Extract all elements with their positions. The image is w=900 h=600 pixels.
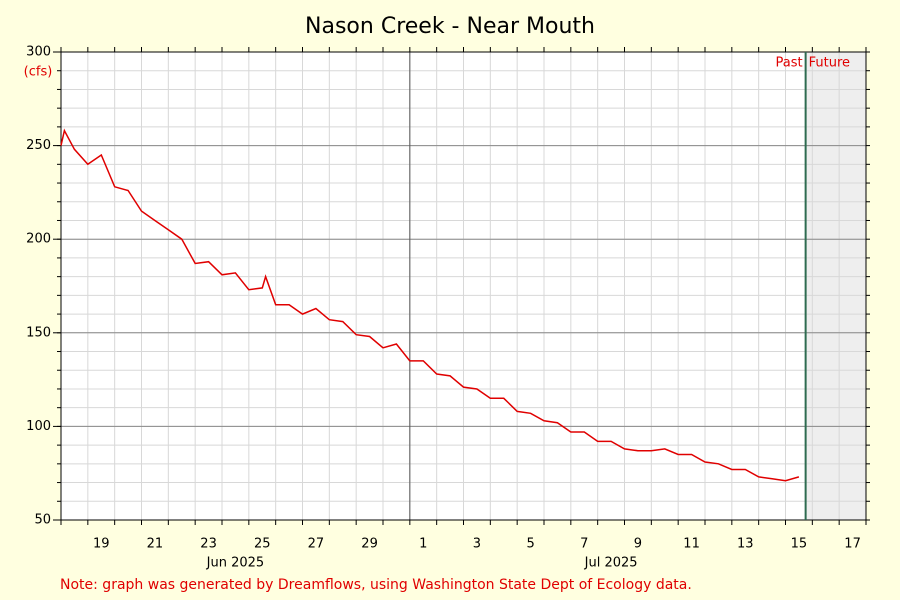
x-tick-label: 11 (683, 537, 700, 552)
x-tick-label: 7 (580, 537, 588, 552)
x-tick-label: 3 (473, 537, 481, 552)
future-label: Future (809, 56, 850, 71)
y-axis-label: (cfs) (24, 65, 53, 80)
flow-line (60, 128, 800, 482)
y-tick-label: 300 (26, 45, 51, 60)
x-tick-label: 9 (634, 537, 642, 552)
month-label: Jul 2025 (584, 556, 638, 571)
future-region (805, 52, 866, 520)
x-tick-label: 15 (791, 537, 808, 552)
chart-title: Nason Creek - Near Mouth (305, 14, 595, 39)
note: Note: graph was generated by Dreamflows,… (60, 577, 692, 593)
x-tick-label: 19 (93, 537, 110, 552)
x-tick-label: 13 (737, 537, 754, 552)
x-tick-label: 29 (361, 537, 378, 552)
y-tick-label: 250 (26, 138, 51, 153)
x-tick-label: 23 (200, 537, 217, 552)
x-tick-label: 1 (419, 537, 427, 552)
y-tick-label: 200 (26, 232, 51, 247)
plot-frame (60, 51, 867, 521)
past-label: Past (776, 56, 803, 71)
x-tick-label: 27 (308, 537, 325, 552)
x-tick-label: 5 (526, 537, 534, 552)
y-tick-label: 100 (26, 419, 51, 434)
x-tick-label: 21 (147, 537, 164, 552)
y-tick-label: 50 (34, 513, 51, 528)
y-tick-label: 150 (26, 325, 51, 340)
x-tick-label: 25 (254, 537, 271, 552)
month-label: Jun 2025 (206, 556, 265, 571)
x-tick-label: 17 (844, 537, 861, 552)
